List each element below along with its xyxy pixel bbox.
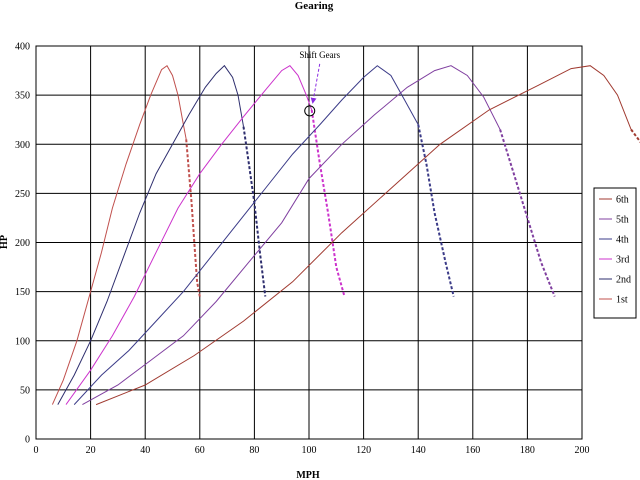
y-axis-label: HP <box>0 235 10 249</box>
y-tick-label: 350 <box>15 91 30 102</box>
annotation-label: Shift Gears <box>299 50 340 60</box>
series-line-3rd <box>65 65 313 405</box>
series-line-5th <box>82 65 501 406</box>
x-tick-label: 180 <box>520 445 535 456</box>
x-tick-label: 80 <box>249 445 259 456</box>
series-lines <box>51 64 640 406</box>
annotations: Shift Gears <box>299 50 341 117</box>
y-tick-label: 0 <box>25 435 30 446</box>
legend-label-4th: 4th <box>616 235 629 246</box>
x-tick-label: 0 <box>34 445 39 456</box>
x-tick-label: 200 <box>575 445 590 456</box>
x-tick-label: 60 <box>195 445 205 456</box>
y-tick-label: 200 <box>15 238 30 249</box>
legend-box <box>593 187 637 319</box>
tick-labels: 0 20 40 60 80 100 120 140 160 180 200 0 50 100 150 200 2… <box>15 42 590 457</box>
legend: 6th 5th 4th 3rd 2nd 1st <box>593 187 637 319</box>
shift-line-4th <box>417 124 455 297</box>
x-tick-label: 100 <box>302 445 317 456</box>
x-tick-label: 20 <box>86 445 96 456</box>
series-line-2nd <box>57 64 244 405</box>
y-tick-label: 100 <box>15 336 30 347</box>
shift-point-circle <box>304 105 316 117</box>
legend-label-5th: 5th <box>616 215 629 226</box>
shift-line-6th <box>630 128 640 144</box>
series-line-4th <box>73 65 419 405</box>
x-tick-label: 120 <box>356 445 371 456</box>
y-tick-label: 150 <box>15 287 30 298</box>
legend-label-1st: 1st <box>616 295 628 306</box>
y-tick-label: 300 <box>15 140 30 151</box>
y-tick-label: 400 <box>15 42 30 53</box>
chart-title: Gearing <box>295 0 334 12</box>
x-tick-label: 160 <box>465 445 480 456</box>
series-line-6th <box>95 65 632 406</box>
legend-label-2nd: 2nd <box>616 275 631 286</box>
y-tick-label: 250 <box>15 189 30 200</box>
shift-line-1st <box>185 139 201 297</box>
legend-label-6th: 6th <box>616 195 629 206</box>
shift-line-5th <box>499 129 556 297</box>
shift-line-2nd <box>242 126 267 297</box>
legend-label-3rd: 3rd <box>616 255 629 266</box>
x-axis-label: MPH <box>296 470 320 480</box>
annotation-arrow <box>310 63 321 104</box>
y-tick-label: 50 <box>20 385 30 396</box>
x-tick-label: 140 <box>411 445 426 456</box>
x-tick-label: 40 <box>140 445 150 456</box>
series-line-1st <box>51 64 187 405</box>
shift-line-3rd <box>310 109 346 297</box>
